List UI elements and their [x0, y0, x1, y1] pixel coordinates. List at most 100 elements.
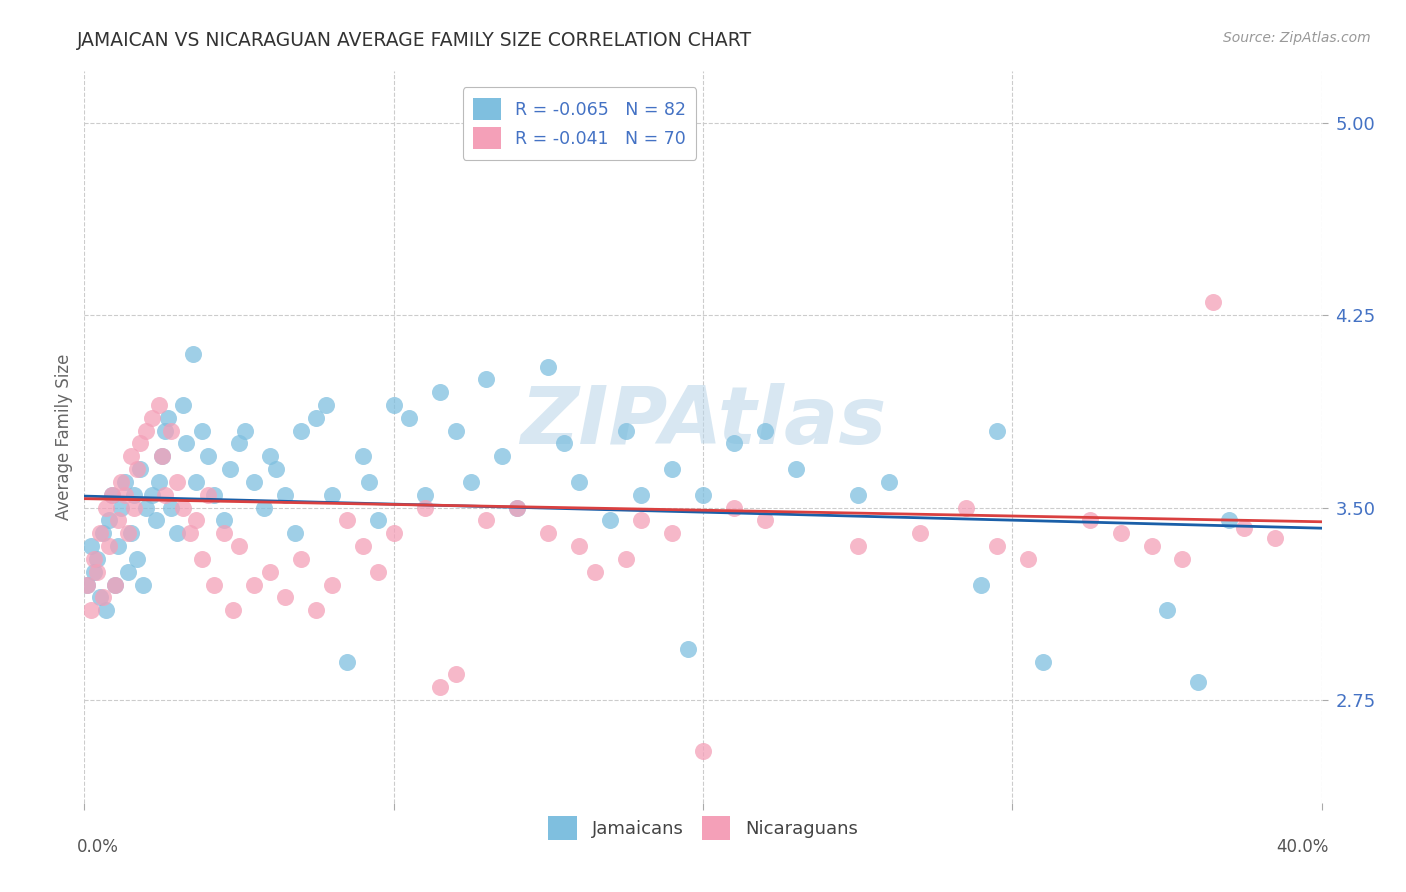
- Point: [202, 577, 225, 591]
- Point: [846, 488, 869, 502]
- Point: [1109, 526, 1132, 541]
- Point: [877, 475, 900, 489]
- Text: 0.0%: 0.0%: [77, 838, 120, 856]
- Point: [259, 450, 281, 464]
- Point: [89, 526, 111, 541]
- Point: [367, 514, 389, 528]
- Point: [970, 577, 993, 591]
- Point: [212, 514, 235, 528]
- Point: [321, 577, 343, 591]
- Point: [491, 450, 513, 464]
- Point: [94, 603, 117, 617]
- Point: [228, 539, 250, 553]
- Y-axis label: Average Family Size: Average Family Size: [55, 354, 73, 520]
- Point: [1032, 655, 1054, 669]
- Point: [723, 436, 745, 450]
- Point: [191, 424, 214, 438]
- Point: [76, 577, 98, 591]
- Point: [986, 424, 1008, 438]
- Point: [382, 526, 405, 541]
- Point: [148, 475, 170, 489]
- Point: [150, 450, 173, 464]
- Point: [274, 591, 297, 605]
- Point: [83, 552, 105, 566]
- Point: [336, 655, 359, 669]
- Point: [352, 539, 374, 553]
- Point: [86, 565, 108, 579]
- Point: [181, 346, 204, 360]
- Point: [184, 475, 207, 489]
- Point: [104, 577, 127, 591]
- Point: [243, 475, 266, 489]
- Point: [290, 552, 312, 566]
- Point: [444, 424, 467, 438]
- Point: [1187, 675, 1209, 690]
- Point: [506, 500, 529, 515]
- Point: [110, 475, 132, 489]
- Point: [135, 500, 157, 515]
- Point: [104, 577, 127, 591]
- Point: [614, 552, 637, 566]
- Point: [692, 744, 714, 758]
- Point: [444, 667, 467, 681]
- Point: [754, 424, 776, 438]
- Point: [212, 526, 235, 541]
- Point: [367, 565, 389, 579]
- Point: [135, 424, 157, 438]
- Point: [129, 436, 152, 450]
- Point: [153, 424, 176, 438]
- Point: [107, 514, 129, 528]
- Point: [222, 603, 245, 617]
- Point: [172, 398, 194, 412]
- Point: [1202, 295, 1225, 310]
- Point: [785, 462, 807, 476]
- Point: [1017, 552, 1039, 566]
- Point: [305, 410, 328, 425]
- Point: [336, 514, 359, 528]
- Point: [305, 603, 328, 617]
- Point: [132, 577, 155, 591]
- Point: [79, 603, 101, 617]
- Point: [1264, 532, 1286, 546]
- Point: [460, 475, 482, 489]
- Point: [176, 436, 198, 450]
- Point: [141, 410, 163, 425]
- Point: [94, 500, 117, 515]
- Point: [583, 565, 606, 579]
- Text: Source: ZipAtlas.com: Source: ZipAtlas.com: [1223, 31, 1371, 45]
- Point: [145, 514, 167, 528]
- Point: [1233, 521, 1256, 535]
- Point: [284, 526, 307, 541]
- Text: 40.0%: 40.0%: [1277, 838, 1329, 856]
- Point: [76, 577, 98, 591]
- Point: [110, 500, 132, 515]
- Point: [120, 526, 142, 541]
- Point: [259, 565, 281, 579]
- Point: [274, 488, 297, 502]
- Point: [98, 514, 121, 528]
- Point: [253, 500, 276, 515]
- Point: [101, 488, 124, 502]
- Point: [908, 526, 931, 541]
- Point: [661, 526, 683, 541]
- Point: [475, 514, 498, 528]
- Point: [723, 500, 745, 515]
- Point: [89, 591, 111, 605]
- Point: [101, 488, 124, 502]
- Point: [141, 488, 163, 502]
- Point: [166, 475, 188, 489]
- Point: [599, 514, 621, 528]
- Point: [1156, 603, 1178, 617]
- Point: [91, 526, 114, 541]
- Point: [114, 475, 136, 489]
- Point: [107, 539, 129, 553]
- Point: [1218, 514, 1240, 528]
- Point: [413, 488, 436, 502]
- Point: [172, 500, 194, 515]
- Point: [197, 450, 219, 464]
- Point: [630, 514, 652, 528]
- Point: [202, 488, 225, 502]
- Point: [129, 462, 152, 476]
- Point: [160, 424, 183, 438]
- Point: [122, 488, 145, 502]
